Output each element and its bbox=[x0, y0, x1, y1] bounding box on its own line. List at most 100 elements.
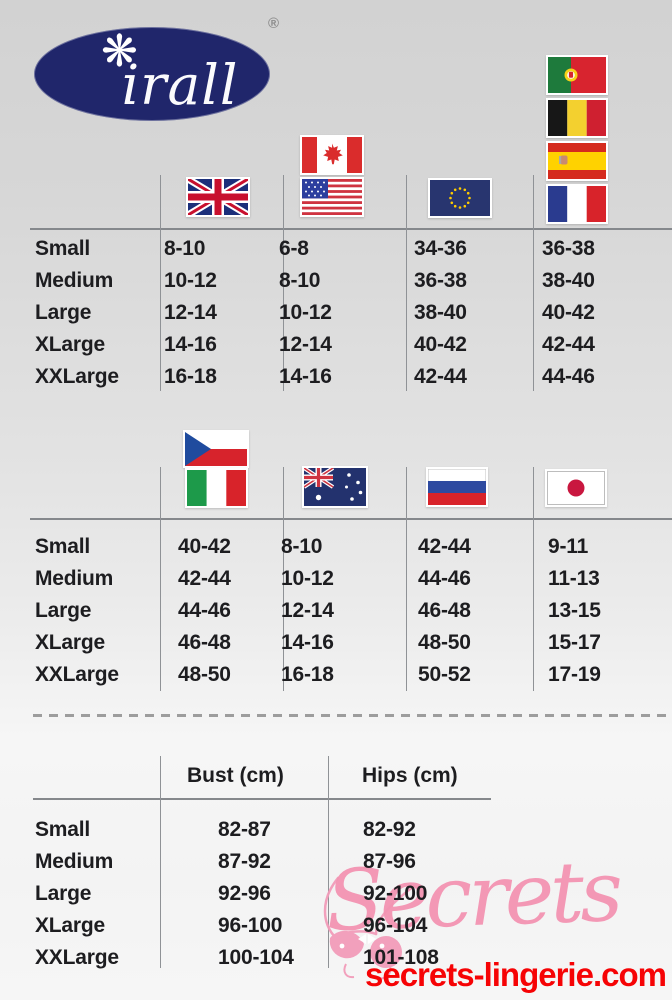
table-row: XLarge 96-100 96-104 bbox=[0, 910, 672, 942]
table-row: Large 44-46 12-14 46-48 13-15 bbox=[0, 595, 672, 627]
size-table-international-1: Small 8-10 6-8 34-36 36-38 Medium 10-12 … bbox=[0, 233, 672, 393]
flower-icon: ❋ bbox=[101, 27, 138, 76]
size-value-us: 12-14 bbox=[279, 333, 332, 356]
table1-column-rule bbox=[160, 175, 161, 391]
size-value-fr: 36-38 bbox=[542, 237, 595, 260]
table-row: XLarge 14-16 12-14 40-42 42-44 bbox=[0, 329, 672, 361]
size-value-cz-it: 44-46 bbox=[178, 599, 231, 622]
size-value-us: 10-12 bbox=[279, 301, 332, 324]
flag-european-union-icon bbox=[428, 178, 492, 218]
table2-column-rule bbox=[406, 467, 407, 691]
registered-trademark-symbol: ® bbox=[268, 15, 280, 32]
bust-value: 96-100 bbox=[218, 914, 283, 937]
table2-header-rule bbox=[30, 518, 672, 520]
table1-column-rule bbox=[283, 175, 284, 391]
size-value-jp: 9-11 bbox=[548, 535, 589, 558]
flag-russia-icon bbox=[426, 467, 488, 507]
secrets-lingerie-url: secrets-lingerie.com bbox=[365, 956, 667, 993]
size-value-eu: 38-40 bbox=[414, 301, 467, 324]
size-value-us: 6-8 bbox=[279, 237, 309, 260]
flag-france-icon bbox=[546, 184, 608, 224]
table-row: Large 92-96 92-100 bbox=[0, 878, 672, 910]
size-label: Medium bbox=[35, 269, 114, 292]
hips-column-header: Hips (cm) bbox=[362, 764, 458, 787]
size-value-us: 8-10 bbox=[279, 269, 321, 292]
size-value-au: 8-10 bbox=[281, 535, 323, 558]
flag-australia-icon bbox=[302, 466, 368, 508]
hips-value: 87-96 bbox=[363, 850, 416, 873]
hips-value: 101-108 bbox=[363, 946, 439, 969]
table1-column-rule bbox=[533, 175, 534, 391]
size-value-uk: 10-12 bbox=[164, 269, 217, 292]
size-value-ru: 46-48 bbox=[418, 599, 471, 622]
size-label: XXLarge bbox=[35, 365, 119, 388]
flag-canada-icon bbox=[300, 135, 364, 175]
size-value-jp: 13-15 bbox=[548, 599, 601, 622]
size-label: Large bbox=[35, 599, 92, 622]
table3-column-rule bbox=[160, 756, 161, 968]
flag-belgium-icon bbox=[546, 98, 608, 138]
size-value-uk: 14-16 bbox=[164, 333, 217, 356]
table-row: Medium 87-92 87-96 bbox=[0, 846, 672, 878]
size-value-eu: 34-36 bbox=[414, 237, 467, 260]
table-row: Small 8-10 6-8 34-36 36-38 bbox=[0, 233, 672, 265]
size-value-eu: 42-44 bbox=[414, 365, 467, 388]
bust-value: 82-87 bbox=[218, 818, 271, 841]
size-table-international-2: Small 40-42 8-10 42-44 9-11 Medium 42-44… bbox=[0, 531, 672, 691]
size-table-measurements: Small 82-87 82-92 Medium 87-92 87-96 Lar… bbox=[0, 814, 672, 974]
size-value-eu: 40-42 bbox=[414, 333, 467, 356]
hips-value: 82-92 bbox=[363, 818, 416, 841]
irall-logo: ❋ irall bbox=[34, 27, 270, 121]
size-value-jp: 15-17 bbox=[548, 631, 601, 654]
bust-value: 100-104 bbox=[218, 946, 294, 969]
size-value-eu: 36-38 bbox=[414, 269, 467, 292]
table-row: Medium 42-44 10-12 44-46 11-13 bbox=[0, 563, 672, 595]
size-value-cz-it: 46-48 bbox=[178, 631, 231, 654]
size-label: XXLarge bbox=[35, 946, 119, 969]
size-value-us: 14-16 bbox=[279, 365, 332, 388]
table-row: XLarge 46-48 14-16 48-50 15-17 bbox=[0, 627, 672, 659]
flag-united-states-icon bbox=[300, 177, 364, 217]
size-label: Medium bbox=[35, 850, 114, 873]
flag-italy-icon bbox=[185, 468, 248, 508]
bust-value: 92-96 bbox=[218, 882, 271, 905]
size-value-ru: 42-44 bbox=[418, 535, 471, 558]
table-row: Large 12-14 10-12 38-40 40-42 bbox=[0, 297, 672, 329]
table-row: Small 40-42 8-10 42-44 9-11 bbox=[0, 531, 672, 563]
flag-spain-icon bbox=[546, 141, 608, 181]
flag-portugal-icon bbox=[546, 55, 608, 95]
table2-column-rule bbox=[160, 467, 161, 691]
size-value-fr: 44-46 bbox=[542, 365, 595, 388]
table3-column-rule bbox=[328, 756, 329, 968]
size-label: XLarge bbox=[35, 914, 105, 937]
flag-czech-republic-icon bbox=[183, 430, 249, 468]
table3-header-rule bbox=[33, 798, 491, 800]
size-value-ru: 50-52 bbox=[418, 663, 471, 686]
table-row: XXLarge 48-50 16-18 50-52 17-19 bbox=[0, 659, 672, 691]
size-value-cz-it: 40-42 bbox=[178, 535, 231, 558]
size-value-fr: 42-44 bbox=[542, 333, 595, 356]
table-row: Small 82-87 82-92 bbox=[0, 814, 672, 846]
size-label: Large bbox=[35, 301, 92, 324]
table-row: XXLarge 100-104 101-108 bbox=[0, 942, 672, 974]
size-value-au: 10-12 bbox=[281, 567, 334, 590]
size-value-fr: 38-40 bbox=[542, 269, 595, 292]
size-value-uk: 12-14 bbox=[164, 301, 217, 324]
table2-column-rule bbox=[283, 467, 284, 691]
table1-header-rule bbox=[30, 228, 672, 230]
size-value-au: 12-14 bbox=[281, 599, 334, 622]
hips-value: 96-104 bbox=[363, 914, 428, 937]
size-label: Medium bbox=[35, 567, 114, 590]
size-value-cz-it: 42-44 bbox=[178, 567, 231, 590]
table2-column-rule bbox=[533, 467, 534, 691]
size-label: Small bbox=[35, 535, 91, 558]
size-value-uk: 16-18 bbox=[164, 365, 217, 388]
size-label: Small bbox=[35, 818, 91, 841]
size-value-jp: 17-19 bbox=[548, 663, 601, 686]
flag-united-kingdom-icon bbox=[186, 177, 250, 217]
size-label: XLarge bbox=[35, 333, 105, 356]
size-value-uk: 8-10 bbox=[164, 237, 206, 260]
hips-value: 92-100 bbox=[363, 882, 428, 905]
size-label: Small bbox=[35, 237, 91, 260]
